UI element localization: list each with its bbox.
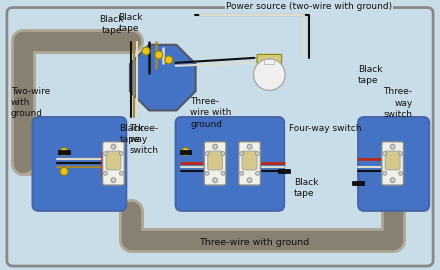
FancyBboxPatch shape xyxy=(33,117,126,211)
Circle shape xyxy=(240,151,244,156)
Circle shape xyxy=(182,148,189,156)
Circle shape xyxy=(111,178,116,183)
Circle shape xyxy=(253,59,285,90)
Circle shape xyxy=(103,151,107,156)
FancyBboxPatch shape xyxy=(7,8,433,266)
FancyBboxPatch shape xyxy=(358,117,429,211)
Text: Black
tape: Black tape xyxy=(294,178,319,198)
FancyBboxPatch shape xyxy=(180,150,191,154)
Text: Black
tape: Black tape xyxy=(118,13,143,33)
Circle shape xyxy=(256,151,260,156)
FancyBboxPatch shape xyxy=(242,151,257,170)
Circle shape xyxy=(399,151,403,156)
Circle shape xyxy=(119,151,123,156)
FancyBboxPatch shape xyxy=(176,117,284,211)
FancyBboxPatch shape xyxy=(278,169,290,173)
FancyBboxPatch shape xyxy=(58,150,70,154)
Circle shape xyxy=(399,171,403,175)
Circle shape xyxy=(221,151,225,156)
Circle shape xyxy=(383,151,387,156)
Text: Power source (two-wire with ground): Power source (two-wire with ground) xyxy=(226,2,392,11)
Text: Three-
way
switch: Three- way switch xyxy=(129,124,158,155)
Circle shape xyxy=(142,47,150,55)
Circle shape xyxy=(390,178,395,183)
Circle shape xyxy=(205,171,209,175)
Text: Black
tape: Black tape xyxy=(358,65,383,85)
Text: Black
tape: Black tape xyxy=(119,124,144,144)
Circle shape xyxy=(205,151,209,156)
FancyBboxPatch shape xyxy=(204,142,226,185)
Circle shape xyxy=(383,171,387,175)
FancyBboxPatch shape xyxy=(239,142,260,185)
Circle shape xyxy=(60,148,68,156)
FancyBboxPatch shape xyxy=(382,142,403,185)
Circle shape xyxy=(165,56,172,64)
Text: Four-way switch: Four-way switch xyxy=(289,124,362,133)
FancyBboxPatch shape xyxy=(257,55,282,63)
Circle shape xyxy=(213,144,217,149)
Polygon shape xyxy=(130,45,196,110)
Circle shape xyxy=(213,178,217,183)
Text: Two-wire
with
ground: Two-wire with ground xyxy=(11,87,50,118)
FancyBboxPatch shape xyxy=(352,181,364,185)
Circle shape xyxy=(60,167,68,175)
Text: Three-
wire with
ground: Three- wire with ground xyxy=(191,97,232,129)
FancyBboxPatch shape xyxy=(264,59,274,64)
Circle shape xyxy=(155,51,163,59)
Circle shape xyxy=(111,144,116,149)
FancyBboxPatch shape xyxy=(208,151,223,170)
Text: Black
tape: Black tape xyxy=(99,15,124,35)
Circle shape xyxy=(221,171,225,175)
Circle shape xyxy=(247,144,252,149)
Circle shape xyxy=(240,171,244,175)
FancyBboxPatch shape xyxy=(106,151,121,170)
FancyBboxPatch shape xyxy=(385,151,400,170)
Circle shape xyxy=(390,144,395,149)
Text: Three-wire with ground: Three-wire with ground xyxy=(199,238,310,247)
Text: Three-
way
switch: Three- way switch xyxy=(383,87,412,119)
FancyBboxPatch shape xyxy=(103,142,124,185)
Circle shape xyxy=(103,171,107,175)
Circle shape xyxy=(119,171,123,175)
Circle shape xyxy=(247,178,252,183)
Circle shape xyxy=(256,171,260,175)
